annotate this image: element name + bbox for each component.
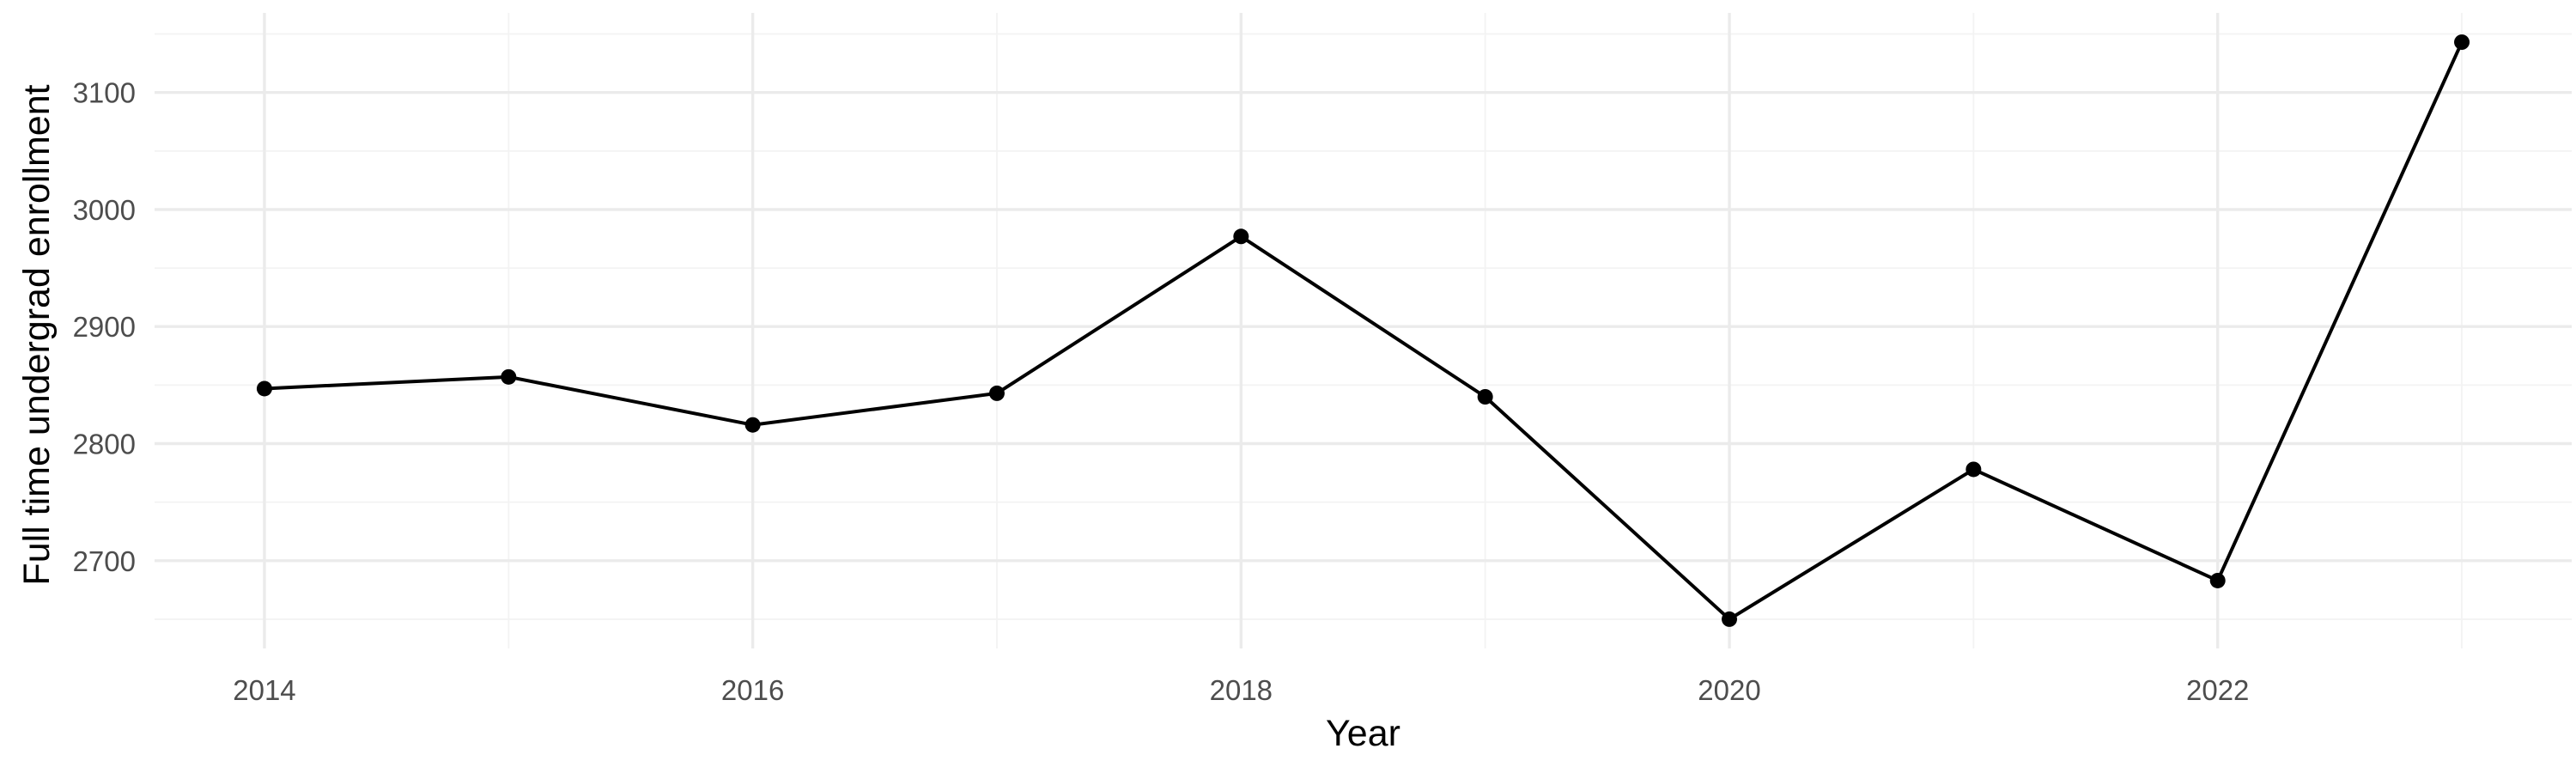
data-point — [1233, 228, 1249, 245]
y-axis-title: Full time undergrad enrollment — [16, 84, 58, 585]
major-gridlines — [155, 13, 2572, 648]
x-tick-label: 2016 — [721, 674, 784, 706]
y-tick-label: 2700 — [73, 545, 136, 577]
y-tick-label: 2900 — [73, 311, 136, 343]
series-line — [264, 41, 2464, 621]
data-point — [744, 417, 761, 433]
y-tick-label: 3000 — [73, 194, 136, 226]
y-tick-labels: 2700 2800 2900 3000 3100 — [73, 77, 136, 577]
x-tick-labels: 2014 2016 2018 2020 2022 — [233, 674, 2249, 706]
data-point — [1722, 611, 1738, 627]
data-point — [501, 368, 517, 385]
x-tick-label: 2018 — [1210, 674, 1273, 706]
data-point — [1965, 461, 1982, 478]
x-tick-label: 2020 — [1698, 674, 1760, 706]
data-point — [2454, 34, 2470, 51]
data-point — [1477, 388, 1493, 405]
data-point — [988, 385, 1005, 401]
y-tick-label: 3100 — [73, 77, 136, 109]
data-point — [256, 380, 272, 397]
minor-gridlines — [155, 13, 2572, 648]
x-tick-label: 2022 — [2186, 674, 2249, 706]
y-tick-label: 2800 — [73, 429, 136, 460]
data-points — [256, 34, 2470, 627]
data-point — [2209, 572, 2226, 588]
x-axis-title: Year — [1326, 713, 1400, 754]
series-layer — [264, 41, 2464, 621]
x-tick-label: 2014 — [233, 674, 295, 706]
